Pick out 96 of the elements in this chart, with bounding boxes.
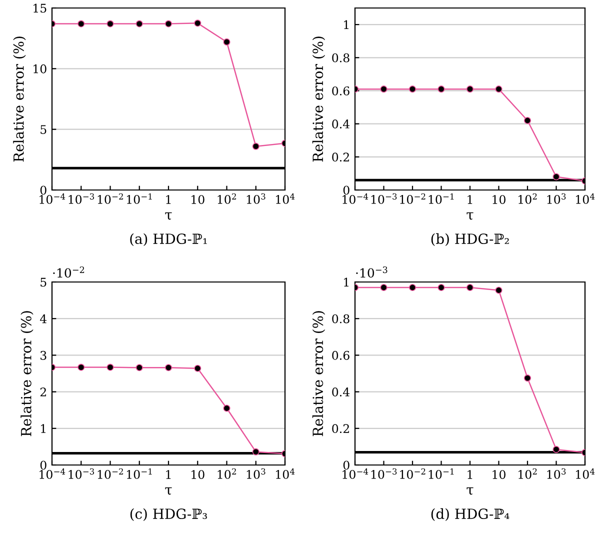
y-tick-label: 0.8 <box>332 53 350 62</box>
x-tick-label: 10$^{−2}$ <box>98 468 123 479</box>
x-tick-label: 10$^{3}$ <box>246 193 266 204</box>
y-tick-label: 0.2 <box>332 424 349 434</box>
point <box>164 20 172 28</box>
x-tick-label: 10$^{4}$ <box>276 193 295 204</box>
x-tick-label: 10$^{−1}$ <box>127 468 152 479</box>
x-tick-label: 10$^{3}$ <box>246 468 266 479</box>
x-axis-title: τ <box>466 487 474 495</box>
x-axis-title: τ <box>466 212 474 220</box>
x-axis-title: τ <box>165 212 172 220</box>
point <box>223 38 230 46</box>
point <box>408 86 416 93</box>
point <box>252 142 260 150</box>
y-tick-label: 5 <box>40 125 46 134</box>
point <box>380 86 388 93</box>
point <box>223 404 230 412</box>
text: (b) HDG-ℙ₂ <box>431 233 509 246</box>
x-tick-label: 10$^{3}$ <box>547 193 566 204</box>
y-axis-title: Relative error (%) <box>13 36 26 162</box>
point <box>78 364 85 371</box>
y-tick-label: 0 <box>343 186 350 195</box>
x-tick-label: 10$^{2}$ <box>518 193 537 204</box>
point <box>106 20 114 28</box>
x-tick-label: 10 <box>192 470 204 479</box>
point <box>78 20 85 28</box>
y-tick-label: 0.2 <box>332 152 349 162</box>
x-tick-label: 10$^{−3}$ <box>68 468 94 479</box>
point <box>466 86 474 93</box>
point <box>438 284 445 292</box>
text: (a) HDG-ℙ₁ <box>130 233 207 246</box>
x-tick-label: 10$^{−3}$ <box>371 193 397 204</box>
y-tick-label: 0 <box>343 460 350 470</box>
point <box>552 173 560 180</box>
point <box>194 364 202 372</box>
point <box>252 448 260 456</box>
x-tick-label: 10$^{4}$ <box>276 468 295 479</box>
y-axis-title: Relative error (%) <box>312 36 326 162</box>
point <box>524 116 532 124</box>
x-tick-label: 10$^{3}$ <box>547 468 566 479</box>
point <box>524 374 532 382</box>
point <box>408 284 416 292</box>
y-axis-title: Relative error (%) <box>312 311 326 436</box>
y-axis-title: Relative error (%) <box>20 311 34 436</box>
y-tick-label: 4 <box>40 314 47 324</box>
y-tick-label: 1 <box>344 278 348 286</box>
x-tick-label: 1 <box>468 195 472 204</box>
y-tick-label: 0.6 <box>332 86 350 96</box>
y-tick-label: 0 <box>40 186 46 195</box>
x-tick-label: 10$^{−2}$ <box>98 193 123 204</box>
x-tick-label: 10$^{−2}$ <box>400 468 426 479</box>
y-tick-label: 1 <box>344 20 348 30</box>
point <box>495 286 502 294</box>
y-tick-label: 0.8 <box>332 314 350 324</box>
x-tick-label: 10$^{2}$ <box>218 193 236 204</box>
text: (d) HDG-ℙ₄ <box>431 508 510 521</box>
x-tick-label: 1 <box>166 195 171 204</box>
point <box>380 284 388 292</box>
y-tick-label: 2 <box>40 388 46 396</box>
text: ·10$^{−2}$ <box>53 266 84 278</box>
y-tick-label: 10 <box>34 64 46 74</box>
y-tick-label: 5 <box>40 278 46 287</box>
x-tick-label: 10$^{−3}$ <box>371 468 397 479</box>
y-tick-label: 15 <box>34 4 46 13</box>
x-tick-label: 10 <box>192 195 204 204</box>
point <box>164 364 172 372</box>
point <box>438 86 445 93</box>
point <box>495 86 502 93</box>
x-axis-title: τ <box>165 487 172 495</box>
point <box>466 284 474 292</box>
point <box>194 20 202 27</box>
x-tick-label: 10$^{2}$ <box>218 468 236 479</box>
x-tick-label: 10$^{4}$ <box>576 193 595 204</box>
x-tick-label: 10$^{−2}$ <box>400 193 426 204</box>
x-tick-label: 10$^{2}$ <box>518 468 537 479</box>
x-tick-label: 10 <box>492 195 506 204</box>
point <box>136 20 143 28</box>
y-tick-label: 3 <box>40 350 46 360</box>
y-tick-label: 0.4 <box>332 388 350 396</box>
x-tick-label: 10$^{4}$ <box>576 468 595 479</box>
x-tick-label: 10$^{−1}$ <box>127 193 152 204</box>
y-tick-label: 1 <box>41 424 46 433</box>
point <box>136 364 143 372</box>
y-tick-label: 0.6 <box>332 350 350 360</box>
text: ·10$^{−3}$ <box>356 266 388 278</box>
point <box>106 364 114 371</box>
text: (c) HDG-ℙ₃ <box>130 508 207 521</box>
x-tick-label: 1 <box>166 470 171 479</box>
point <box>552 446 560 453</box>
x-tick-label: 10 <box>492 470 506 479</box>
y-tick-label: 0.4 <box>332 120 350 128</box>
x-tick-label: 1 <box>468 470 472 479</box>
x-tick-label: 10$^{−1}$ <box>428 468 454 479</box>
x-tick-label: 10$^{−1}$ <box>428 193 454 204</box>
x-tick-label: 10$^{−3}$ <box>68 193 94 204</box>
y-tick-label: 0 <box>40 460 46 470</box>
